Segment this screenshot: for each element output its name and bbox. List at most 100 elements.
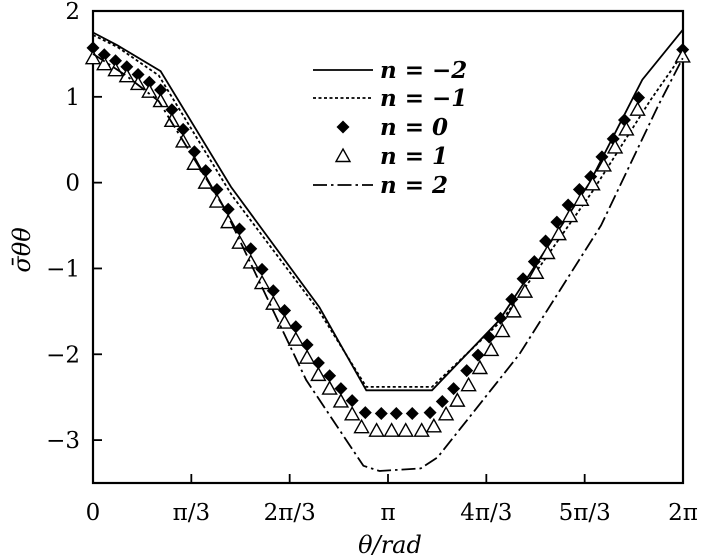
legend-label: n = −2	[380, 57, 467, 84]
diamond-marker	[187, 145, 201, 159]
triangle-marker	[494, 322, 511, 338]
y-tick-label: −3	[46, 428, 80, 454]
diamond-marker	[221, 202, 235, 216]
diamond-marker	[86, 41, 100, 55]
diamond-marker	[289, 320, 303, 334]
diamond-marker	[334, 382, 348, 396]
legend-label: n = 1	[380, 143, 448, 170]
triangle-marker	[505, 302, 522, 318]
x-tick-label: π	[380, 500, 395, 526]
triangle-marker	[368, 422, 385, 437]
triangle-marker	[606, 139, 624, 154]
diamond-marker	[539, 234, 553, 248]
y-tick-label: 1	[65, 85, 80, 111]
series-line	[92, 34, 684, 388]
series-dashdot	[92, 53, 684, 472]
triangle-marker	[584, 175, 601, 191]
triangle-marker	[449, 392, 466, 407]
legend-label: n = 0	[380, 114, 448, 141]
y-axis-label-text: σ̄θθ	[8, 227, 36, 273]
legend-triangle-icon	[334, 147, 352, 163]
legend-diamond-icon	[336, 120, 350, 134]
legend-item: n = 0	[336, 114, 448, 141]
series-solid	[92, 29, 684, 392]
series-group	[84, 29, 691, 472]
legend-item: n = 1	[334, 143, 448, 170]
triangle-marker	[629, 101, 646, 116]
triangle-marker	[383, 422, 400, 437]
triangle-marker	[163, 112, 181, 128]
diamond-marker	[423, 406, 437, 420]
diamond-marker	[97, 48, 111, 62]
diamond-marker	[572, 183, 586, 197]
triangle-marker	[425, 417, 443, 433]
triangle-marker	[413, 422, 430, 437]
x-axis-label: θ/rad	[358, 531, 422, 558]
legend-item: n = 2	[313, 172, 448, 199]
diamond-marker	[120, 60, 134, 74]
diamond-marker	[300, 338, 314, 352]
triangle-marker	[310, 366, 327, 382]
diamond-marker	[527, 255, 541, 269]
diamond-marker	[471, 348, 485, 362]
y-tick-label: −2	[46, 342, 80, 368]
diamond-marker	[516, 272, 530, 286]
triangle-marker	[437, 405, 455, 421]
diamond-marker	[505, 292, 519, 306]
diamond-marker	[447, 382, 461, 396]
diamond-marker	[345, 394, 359, 408]
triangle-marker	[674, 48, 691, 63]
diamond-marker	[176, 122, 190, 136]
legend-item: n = −2	[313, 57, 467, 84]
triangle-marker	[482, 341, 500, 357]
triangle-marker	[332, 393, 350, 408]
triangle-marker	[96, 55, 113, 71]
triangle-marker	[276, 314, 293, 329]
triangle-marker	[561, 207, 579, 223]
triangle-marker	[129, 75, 147, 91]
y-tick-label: −1	[46, 256, 80, 282]
diamond-marker	[632, 91, 646, 105]
y-tick-label: 2	[65, 0, 80, 25]
triangle-marker	[516, 283, 534, 298]
triangle-marker	[353, 418, 370, 434]
triangle-marker	[84, 49, 102, 65]
triangle-marker	[231, 234, 248, 249]
diamond-marker	[142, 75, 156, 89]
diamond-marker	[323, 369, 337, 383]
triangle-marker	[397, 422, 414, 437]
diamond-marker	[617, 113, 631, 127]
series-line	[92, 29, 684, 392]
x-tick-label: 2π/3	[264, 500, 316, 526]
diamond-marker	[405, 406, 419, 420]
diamond-marker	[154, 83, 168, 97]
diamond-marker	[358, 406, 372, 420]
triangle-marker	[550, 225, 567, 241]
legend: n = −2n = −1n = 0n = 1n = 2	[313, 57, 467, 199]
legend-label: n = −1	[380, 85, 467, 112]
diamond-marker	[561, 198, 575, 212]
x-tick-label: 5π/3	[559, 500, 611, 526]
triangle-marker	[618, 120, 635, 136]
diamond-marker	[482, 330, 496, 344]
triangle-marker	[471, 359, 489, 375]
y-tick-label: 0	[65, 171, 80, 197]
x-tick-label: 4π/3	[460, 500, 512, 526]
triangle-marker	[287, 331, 305, 346]
x-tick-label: 0	[86, 500, 101, 526]
legend-item: n = −1	[313, 85, 467, 112]
triangle-marker	[141, 83, 158, 98]
triangle-marker	[298, 349, 316, 364]
triangle-marker	[343, 405, 361, 421]
triangle-marker	[595, 157, 613, 172]
diamond-marker	[494, 311, 508, 325]
diamond-marker	[550, 215, 564, 229]
diamond-marker	[165, 103, 179, 117]
x-tick-label: 2π	[668, 500, 698, 526]
diamond-marker	[278, 304, 292, 318]
triangle-marker	[460, 376, 477, 392]
triangle-marker	[539, 244, 556, 260]
triangle-marker	[528, 264, 545, 279]
diamond-marker	[374, 406, 388, 420]
